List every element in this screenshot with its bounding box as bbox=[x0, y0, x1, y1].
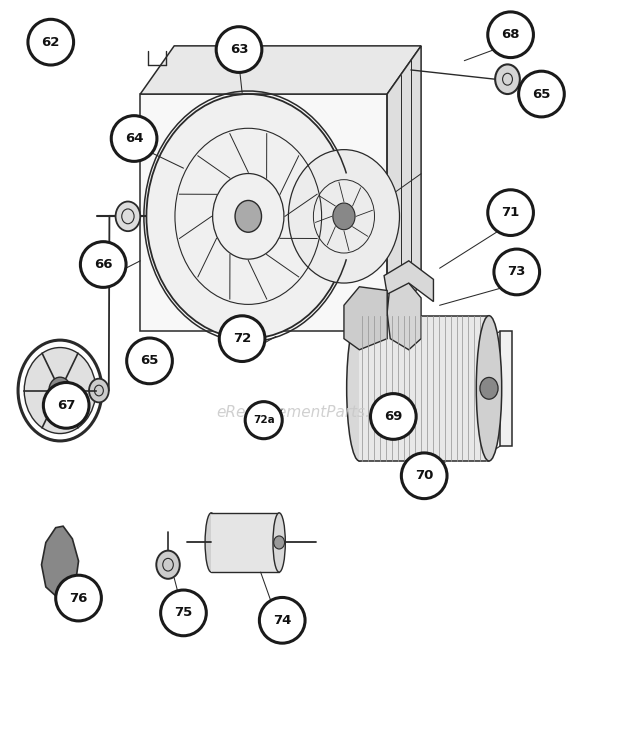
Bar bbox=[360, 315, 489, 461]
Circle shape bbox=[495, 65, 520, 94]
Text: 65: 65 bbox=[533, 88, 551, 100]
Polygon shape bbox=[384, 261, 433, 301]
Text: 76: 76 bbox=[69, 591, 87, 605]
Text: 74: 74 bbox=[273, 614, 291, 626]
Polygon shape bbox=[42, 526, 79, 598]
Polygon shape bbox=[387, 46, 421, 331]
Text: 75: 75 bbox=[174, 606, 193, 620]
Ellipse shape bbox=[216, 27, 262, 72]
Circle shape bbox=[115, 202, 140, 231]
Ellipse shape bbox=[476, 315, 502, 461]
Polygon shape bbox=[140, 46, 421, 94]
Circle shape bbox=[156, 551, 180, 579]
Text: 67: 67 bbox=[57, 399, 76, 412]
Text: 66: 66 bbox=[94, 258, 112, 271]
Text: 65: 65 bbox=[140, 354, 159, 368]
Circle shape bbox=[273, 536, 285, 549]
Ellipse shape bbox=[518, 71, 564, 117]
Ellipse shape bbox=[81, 242, 126, 287]
Polygon shape bbox=[500, 331, 513, 446]
Circle shape bbox=[235, 200, 262, 232]
Text: 68: 68 bbox=[502, 28, 520, 41]
Ellipse shape bbox=[161, 590, 206, 636]
Ellipse shape bbox=[219, 315, 265, 362]
Text: 71: 71 bbox=[502, 206, 520, 219]
Circle shape bbox=[49, 377, 71, 404]
Circle shape bbox=[288, 150, 399, 283]
Text: 70: 70 bbox=[415, 469, 433, 482]
Polygon shape bbox=[344, 286, 387, 350]
Text: eReplacementParts.com: eReplacementParts.com bbox=[216, 405, 404, 420]
Text: 64: 64 bbox=[125, 132, 143, 145]
Ellipse shape bbox=[273, 513, 285, 572]
Ellipse shape bbox=[28, 19, 74, 65]
Text: 69: 69 bbox=[384, 410, 402, 423]
Ellipse shape bbox=[488, 12, 533, 57]
Ellipse shape bbox=[56, 575, 102, 621]
Circle shape bbox=[146, 94, 350, 339]
Ellipse shape bbox=[111, 115, 157, 161]
Polygon shape bbox=[140, 94, 387, 331]
Ellipse shape bbox=[494, 249, 539, 295]
Text: 62: 62 bbox=[42, 36, 60, 48]
Circle shape bbox=[55, 384, 66, 397]
Text: 72a: 72a bbox=[253, 415, 275, 425]
Circle shape bbox=[24, 347, 96, 434]
Ellipse shape bbox=[245, 402, 282, 439]
Text: 73: 73 bbox=[508, 266, 526, 278]
Ellipse shape bbox=[259, 597, 305, 643]
Ellipse shape bbox=[43, 382, 89, 429]
Ellipse shape bbox=[371, 394, 416, 439]
Ellipse shape bbox=[401, 453, 447, 498]
Text: 72: 72 bbox=[233, 332, 251, 345]
Circle shape bbox=[333, 203, 355, 230]
Circle shape bbox=[89, 379, 108, 403]
Polygon shape bbox=[387, 269, 421, 350]
Ellipse shape bbox=[205, 513, 218, 572]
Bar bbox=[211, 513, 279, 572]
Ellipse shape bbox=[488, 190, 533, 236]
Ellipse shape bbox=[347, 315, 372, 461]
Text: 63: 63 bbox=[230, 43, 248, 56]
Circle shape bbox=[480, 377, 498, 400]
Ellipse shape bbox=[126, 338, 172, 384]
